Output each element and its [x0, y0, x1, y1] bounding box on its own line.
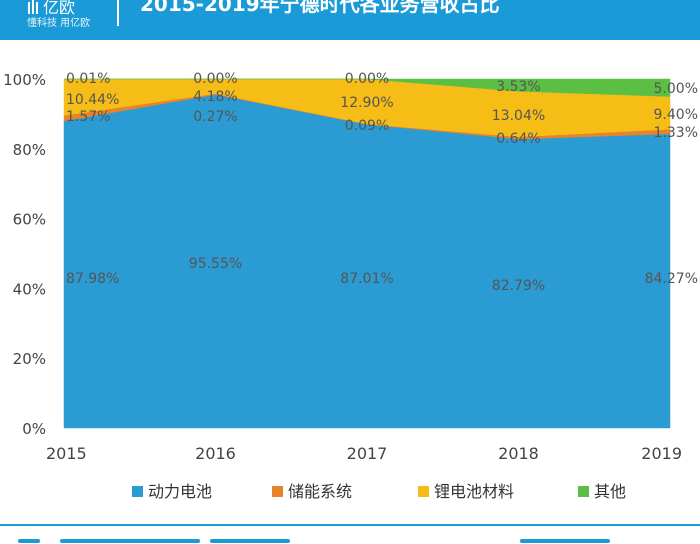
- legend-label: 其他: [594, 482, 626, 501]
- data-label: 13.04%: [492, 108, 545, 124]
- data-label: 84.27%: [645, 271, 698, 287]
- header-bar: 亿欧 懂科技 用亿欧 2015-2019年宁德时代各业务营收占比: [0, 0, 700, 40]
- logo-name: 亿欧: [43, 0, 76, 17]
- header-divider: [117, 0, 119, 26]
- y-tick-label: 20%: [13, 350, 46, 368]
- data-label: 0.01%: [66, 71, 110, 87]
- area-4: [63, 78, 671, 97]
- data-label: 12.90%: [340, 95, 393, 111]
- legend-label: 储能系统: [288, 482, 352, 501]
- y-tick-label: 100%: [3, 71, 46, 89]
- data-label: 4.18%: [193, 89, 237, 105]
- data-label: 87.01%: [340, 271, 393, 287]
- y-tick-label: 80%: [13, 141, 46, 159]
- y-tick-label: 40%: [13, 280, 46, 298]
- data-label: 0.27%: [193, 109, 237, 125]
- legend-swatch: [132, 486, 143, 497]
- legend-swatch: [418, 486, 429, 497]
- page-title: 2015-2019年宁德时代各业务营收占比: [140, 0, 500, 16]
- area-1: [63, 94, 671, 429]
- legend-label: 锂电池材料: [434, 482, 514, 501]
- legend-swatch: [578, 486, 589, 497]
- x-tick-label: 2016: [195, 444, 236, 463]
- logo-icon: [28, 0, 38, 14]
- legend-label: 动力电池: [148, 482, 212, 501]
- data-label: 95.55%: [189, 256, 242, 272]
- data-label: 87.98%: [66, 271, 119, 287]
- data-label: 5.00%: [654, 81, 698, 97]
- data-label: 0.64%: [496, 131, 540, 147]
- footer-source-strip: [0, 536, 700, 544]
- data-label: 0.09%: [345, 118, 389, 134]
- data-label: 82.79%: [492, 278, 545, 294]
- y-tick-label: 60%: [13, 211, 46, 229]
- chart: 0% 20% 40% 60% 80% 100% 2015 2016 2017 2018 2019 87…: [3, 71, 698, 501]
- x-tick-label: 2019: [641, 444, 682, 463]
- x-tick-label: 2017: [347, 444, 388, 463]
- logo-tagline: 懂科技 用亿欧: [27, 18, 91, 29]
- x-tick-label: 2018: [498, 444, 539, 463]
- data-label: 1.57%: [66, 109, 110, 125]
- data-label: 9.40%: [654, 107, 698, 123]
- y-tick-label: 0%: [22, 420, 46, 438]
- data-label: 1.33%: [654, 125, 698, 141]
- data-label: 0.00%: [193, 71, 237, 87]
- data-label: 10.44%: [66, 92, 119, 108]
- x-tick-label: 2015: [46, 444, 87, 463]
- data-label: 0.00%: [345, 71, 389, 87]
- data-label: 3.53%: [496, 79, 540, 95]
- logo: 亿欧 懂科技 用亿欧: [27, 0, 107, 38]
- legend-swatch: [272, 486, 283, 497]
- footer-divider: [0, 524, 700, 526]
